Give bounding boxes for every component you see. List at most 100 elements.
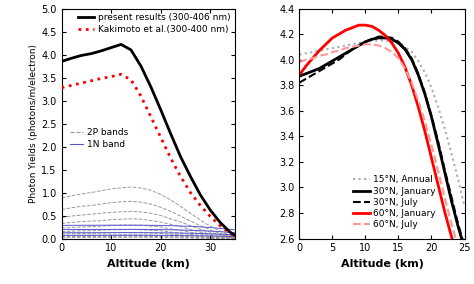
15°N, Annual xyxy=(402,45,408,49)
Kakimoto et al.(300-400 nm) xyxy=(158,136,164,139)
15°N, Annual xyxy=(363,40,368,43)
present results (300-406 nm) xyxy=(118,43,124,46)
Line: Kakimoto et al.(300-400 nm): Kakimoto et al.(300-400 nm) xyxy=(62,74,235,236)
present results (300-406 nm) xyxy=(99,49,104,53)
X-axis label: Altitude (km): Altitude (km) xyxy=(107,259,190,269)
60°N, January xyxy=(297,73,302,77)
60°N, July xyxy=(336,49,342,52)
60°N, January xyxy=(442,210,447,214)
30°N, July xyxy=(462,245,467,248)
60°N, July xyxy=(316,54,322,57)
30°N, July xyxy=(329,62,335,65)
30°N, July xyxy=(428,114,434,118)
30°N, January xyxy=(442,170,447,174)
present results (300-406 nm) xyxy=(59,60,64,63)
30°N, January xyxy=(415,73,421,77)
60°N, January xyxy=(428,156,434,160)
60°N, July xyxy=(323,53,328,56)
30°N, January xyxy=(402,48,408,51)
15°N, Annual xyxy=(349,43,355,46)
30°N, January xyxy=(310,69,315,73)
30°N, July xyxy=(316,69,322,73)
30°N, January xyxy=(356,44,362,47)
60°N, July xyxy=(455,245,461,248)
15°N, Annual xyxy=(415,59,421,62)
60°N, July xyxy=(310,57,315,60)
15°N, Annual xyxy=(356,41,362,45)
Kakimoto et al.(300-400 nm) xyxy=(138,94,144,98)
30°N, January xyxy=(369,37,375,41)
30°N, January xyxy=(435,142,441,146)
30°N, January xyxy=(422,93,428,96)
30°N, July xyxy=(455,222,461,225)
present results (300-406 nm) xyxy=(227,230,233,234)
30°N, July xyxy=(356,44,362,47)
present results (300-406 nm) xyxy=(178,155,183,158)
60°N, July xyxy=(303,58,309,61)
60°N, January xyxy=(435,183,441,187)
30°N, July xyxy=(409,57,415,60)
60°N, January xyxy=(462,275,467,279)
60°N, July xyxy=(428,143,434,147)
present results (300-406 nm) xyxy=(138,64,144,68)
15°N, Annual xyxy=(422,71,428,74)
Line: 30°N, July: 30°N, July xyxy=(300,37,465,246)
60°N, July xyxy=(402,67,408,70)
present results (300-406 nm) xyxy=(148,85,154,88)
60°N, January xyxy=(376,28,382,32)
60°N, January xyxy=(415,105,421,108)
Kakimoto et al.(300-400 nm) xyxy=(232,234,238,237)
Legend: 15°N, Annual, 30°N, January, 30°N, July, 60°N, January, 60°N, July: 15°N, Annual, 30°N, January, 30°N, July,… xyxy=(354,176,436,229)
60°N, January xyxy=(448,234,454,238)
Kakimoto et al.(300-400 nm) xyxy=(99,77,104,80)
30°N, January xyxy=(316,67,322,70)
30°N, January xyxy=(349,48,355,51)
30°N, January xyxy=(389,37,395,41)
60°N, July xyxy=(349,45,355,49)
present results (300-406 nm) xyxy=(79,54,84,57)
30°N, January xyxy=(297,74,302,78)
60°N, January xyxy=(402,66,408,69)
15°N, Annual xyxy=(389,40,395,43)
30°N, January xyxy=(455,224,461,227)
present results (300-406 nm) xyxy=(217,221,223,224)
present results (300-406 nm) xyxy=(232,234,238,237)
Kakimoto et al.(300-400 nm) xyxy=(217,224,223,227)
30°N, July xyxy=(303,77,309,81)
60°N, July xyxy=(415,99,421,102)
15°N, Annual xyxy=(396,41,401,45)
15°N, Annual xyxy=(448,151,454,154)
30°N, July xyxy=(448,195,454,198)
present results (300-406 nm) xyxy=(198,193,203,197)
present results (300-406 nm) xyxy=(208,208,213,212)
30°N, July xyxy=(323,66,328,69)
present results (300-406 nm) xyxy=(69,57,74,60)
30°N, July xyxy=(422,91,428,95)
present results (300-406 nm) xyxy=(188,175,193,178)
30°N, January xyxy=(323,63,328,66)
30°N, July xyxy=(396,40,401,43)
60°N, July xyxy=(448,222,454,225)
30°N, January xyxy=(428,116,434,119)
30°N, January xyxy=(448,199,454,202)
60°N, January xyxy=(349,26,355,29)
60°N, January xyxy=(343,28,348,32)
60°N, July xyxy=(369,43,375,46)
60°N, July xyxy=(376,44,382,47)
Kakimoto et al.(300-400 nm) xyxy=(69,84,74,87)
15°N, Annual xyxy=(329,46,335,50)
30°N, July xyxy=(376,35,382,38)
60°N, July xyxy=(422,119,428,123)
30°N, July xyxy=(343,53,348,56)
30°N, July xyxy=(415,72,421,75)
present results (300-406 nm) xyxy=(109,46,114,49)
Kakimoto et al.(300-400 nm) xyxy=(79,81,84,85)
Legend: 2P bands, 1N band: 2P bands, 1N band xyxy=(70,128,128,149)
60°N, January xyxy=(356,24,362,27)
30°N, January xyxy=(383,36,388,40)
60°N, July xyxy=(383,46,388,50)
60°N, January xyxy=(396,52,401,55)
60°N, January xyxy=(422,130,428,133)
30°N, July xyxy=(435,140,441,143)
Kakimoto et al.(300-400 nm) xyxy=(178,175,183,178)
